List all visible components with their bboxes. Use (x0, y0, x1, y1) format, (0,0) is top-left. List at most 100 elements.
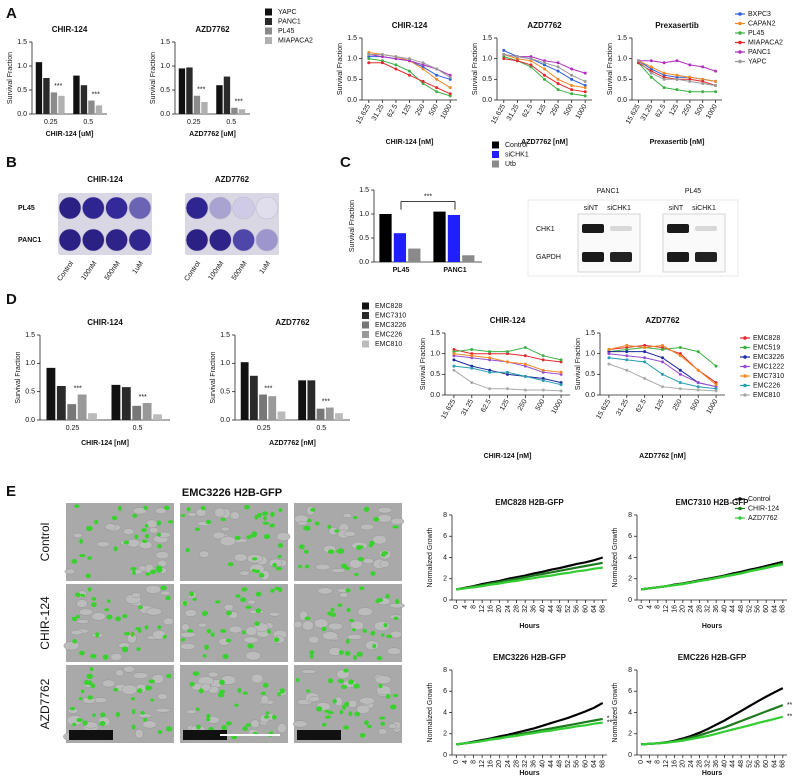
bar (240, 362, 249, 420)
nucleus (310, 507, 316, 512)
bar (447, 214, 461, 262)
x-axis-label: AZD7762 [nM] (639, 453, 686, 460)
nucleus (80, 593, 86, 597)
point (661, 348, 664, 352)
point (607, 350, 611, 354)
nucleus (132, 513, 138, 518)
point (649, 65, 653, 69)
bar (46, 367, 56, 420)
x-tick-label: 36 (713, 605, 720, 613)
legend-label: EMC810 (375, 341, 402, 348)
y-tick-label: 4 (628, 709, 632, 716)
point (470, 381, 474, 385)
column-label: 1uM (131, 260, 145, 275)
cell-outline (247, 599, 256, 605)
point (523, 374, 527, 378)
annotation: *** (322, 398, 330, 405)
x-tick-label: 48 (738, 760, 745, 768)
legend-label: Control (748, 496, 771, 503)
point (643, 343, 647, 347)
well (255, 228, 279, 252)
nucleus (327, 549, 335, 554)
x-tick-label: 32 (705, 605, 712, 613)
y-tick-label: 2 (628, 576, 632, 583)
nucleus (234, 703, 239, 707)
y-tick-label: 2 (628, 731, 632, 738)
point (570, 92, 574, 96)
point (678, 372, 682, 376)
point (714, 383, 718, 387)
bar (268, 396, 277, 420)
nucleus (358, 545, 364, 549)
y-tick-label: 6 (443, 533, 447, 540)
nucleus (141, 539, 148, 544)
x-tick-label: 20 (496, 760, 503, 768)
cell-outline (347, 699, 358, 708)
point (661, 385, 664, 389)
point (675, 59, 679, 63)
nucleus (157, 730, 163, 735)
point (380, 53, 384, 57)
point (502, 57, 506, 61)
cell-outline (187, 512, 197, 517)
point (583, 90, 587, 94)
nucleus (225, 638, 232, 643)
point (688, 79, 692, 83)
series-line (641, 562, 784, 591)
y-tick-label: 0.0 (220, 417, 230, 424)
nucleus (72, 638, 77, 644)
nucleus (208, 726, 214, 731)
nucleus (334, 529, 340, 533)
nucleus (111, 515, 118, 521)
row-label: PL45 (18, 205, 35, 212)
nucleus (180, 638, 186, 642)
chart-title: CHIR-124 (87, 318, 123, 327)
y-tick-label: 2 (443, 731, 447, 738)
nucleus (327, 611, 333, 616)
bar (462, 255, 475, 262)
legend-label: CHIR-124 (748, 505, 779, 512)
x-tick-label: 250 (681, 103, 693, 117)
x-tick-label: 62.5 (655, 103, 668, 118)
point (559, 360, 563, 364)
x-tick-label: 250 (414, 103, 426, 117)
x-tick-label: 64 (591, 605, 598, 613)
point (435, 67, 439, 71)
y-tick-label: 0.0 (617, 97, 627, 104)
point (661, 372, 664, 376)
point (678, 381, 682, 385)
y-tick-label: 0.5 (347, 76, 357, 83)
cell-outline (243, 636, 259, 644)
cell-outline (131, 592, 141, 598)
point (506, 352, 509, 356)
nucleus (354, 711, 361, 717)
nucleus (220, 517, 226, 522)
point (649, 67, 653, 71)
x-tick-label: 0.5 (83, 119, 93, 126)
x-tick-label: 68 (600, 605, 607, 613)
nucleus (82, 720, 88, 726)
cell-outline (376, 514, 392, 523)
y-tick-label: 6 (628, 533, 632, 540)
point (636, 59, 640, 63)
point (662, 73, 666, 77)
band (582, 224, 604, 233)
legend-swatch (738, 516, 742, 520)
point (488, 356, 492, 360)
x-tick-label: 500 (428, 103, 440, 117)
y-tick-label: 0.5 (482, 76, 492, 83)
annotation: ** (787, 702, 793, 709)
x-tick-label: 0.25 (44, 119, 58, 126)
point (556, 81, 560, 85)
point (367, 57, 371, 61)
legend-label: EMC519 (753, 344, 780, 351)
y-axis-label: Survival Fraction (150, 52, 157, 104)
nucleus (262, 521, 270, 525)
nucleus (369, 540, 375, 546)
nucleus (260, 691, 267, 696)
nucleus (235, 594, 241, 598)
series-line (456, 566, 603, 591)
nucleus (202, 610, 209, 616)
nucleus (76, 614, 80, 619)
nucleus (363, 506, 370, 512)
